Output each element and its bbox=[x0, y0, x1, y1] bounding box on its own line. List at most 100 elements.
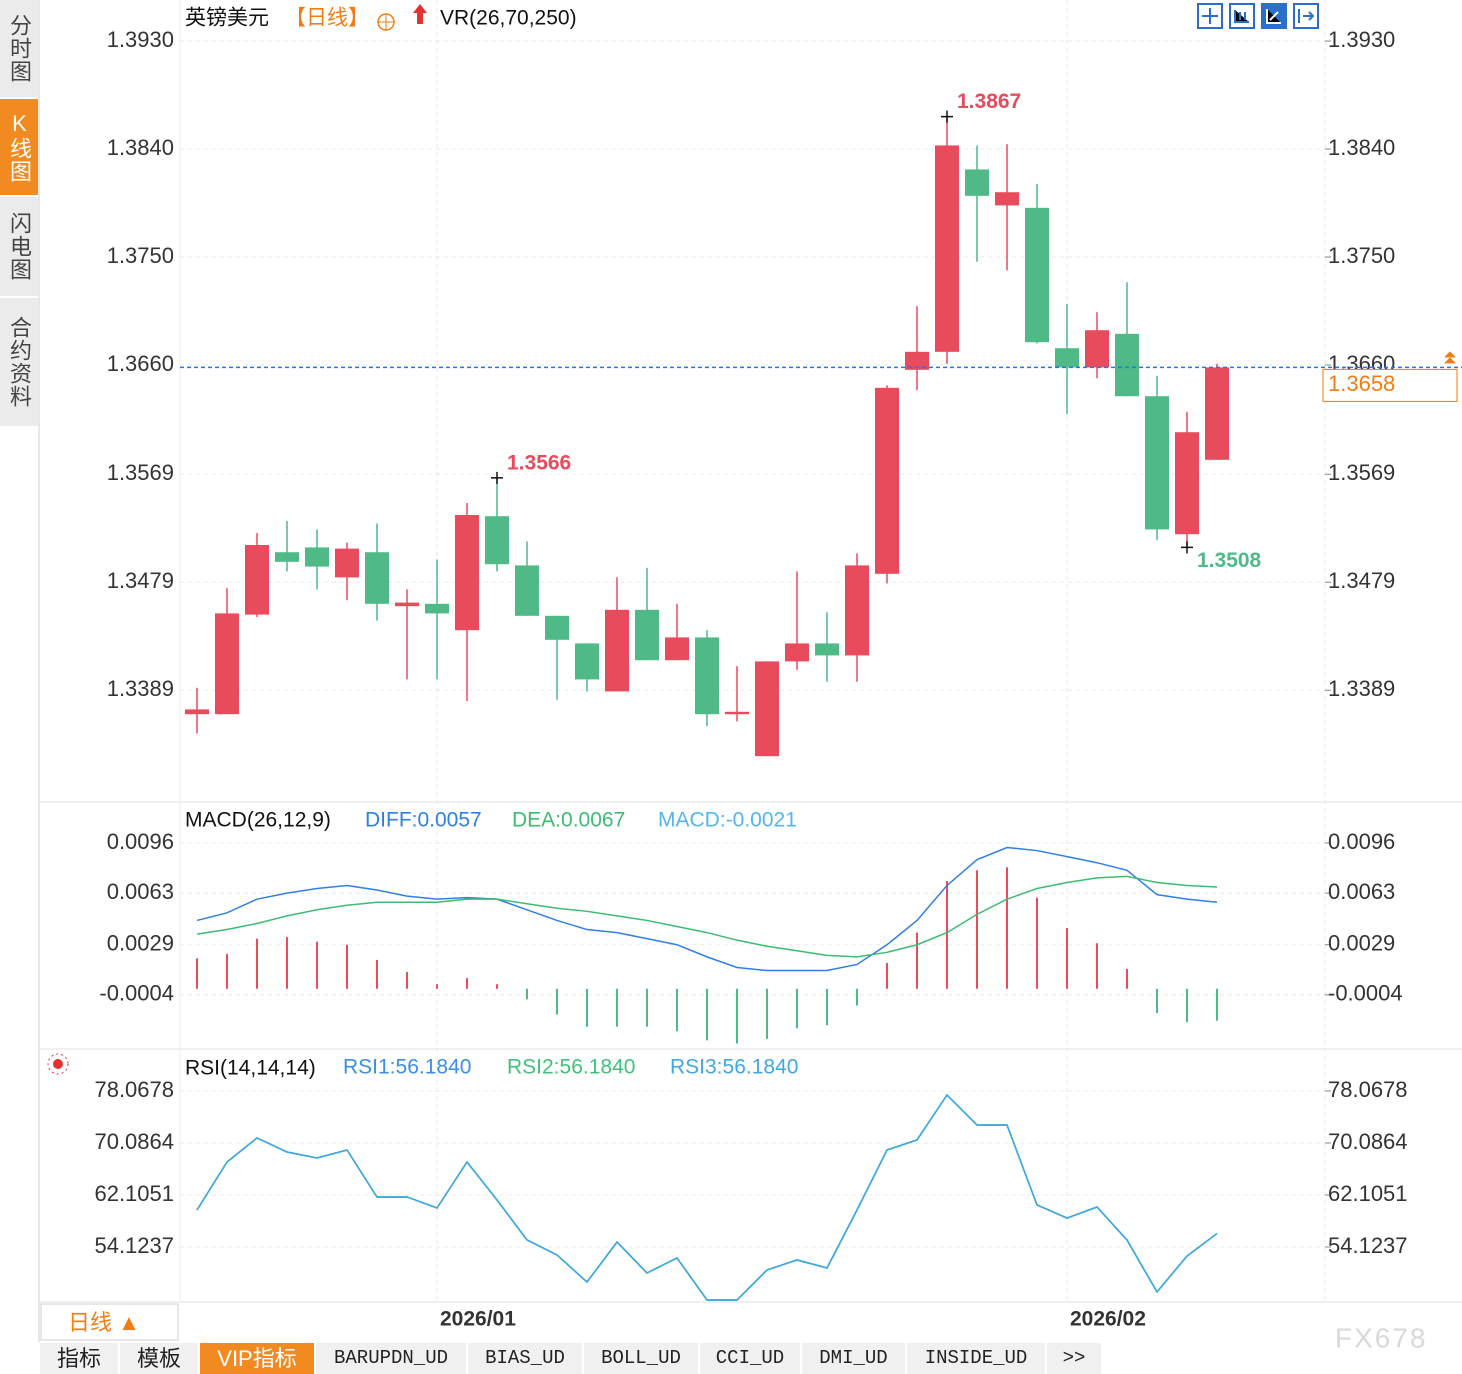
bottom-tab[interactable]: DMI_UD bbox=[802, 1343, 907, 1374]
indicator-label: VR(26,70,250) bbox=[440, 7, 577, 30]
legend-entry: MACD:-0.0021 bbox=[658, 809, 797, 832]
macd-bar bbox=[1006, 867, 1008, 989]
period-button[interactable]: 日线 ▲ bbox=[68, 1310, 140, 1335]
bottom-tab[interactable]: BIAS_UD bbox=[468, 1343, 584, 1374]
macd-bar bbox=[1036, 897, 1038, 989]
macd-bar bbox=[1096, 943, 1098, 989]
y-tick-label: 0.0096 bbox=[107, 829, 174, 854]
y-tick-label: 1.3930 bbox=[1328, 27, 1395, 52]
y-tick-label: 70.0864 bbox=[94, 1129, 174, 1154]
candle-body bbox=[425, 603, 449, 614]
macd-bar bbox=[766, 988, 768, 1039]
series-line bbox=[196, 1093, 1218, 1301]
sidebar-tab[interactable]: 分时图 bbox=[0, 0, 38, 99]
sidebar-tab[interactable]: 合约资料 bbox=[0, 298, 38, 428]
bottom-tab[interactable]: BARUPDN_UD bbox=[316, 1343, 468, 1374]
macd-bar bbox=[316, 941, 318, 989]
candle-body bbox=[815, 643, 839, 656]
candle-body bbox=[665, 637, 689, 661]
chart-title: 英镑美元 bbox=[185, 7, 269, 30]
last-price-arrow bbox=[1444, 351, 1456, 364]
candle-body bbox=[755, 661, 779, 757]
macd-bar bbox=[226, 953, 228, 989]
bottom-tab[interactable]: BOLL_UD bbox=[584, 1343, 700, 1374]
low-label: 1.3508 bbox=[1197, 549, 1262, 572]
macd-bar bbox=[256, 938, 258, 989]
marker bbox=[941, 110, 953, 123]
candle-body bbox=[1145, 396, 1169, 530]
y-tick-label: 1.3840 bbox=[107, 135, 174, 160]
candle-body bbox=[395, 602, 419, 607]
candle-body bbox=[1025, 207, 1049, 343]
y-tick-label: 0.0063 bbox=[1328, 879, 1395, 904]
indicator-arrow bbox=[413, 4, 427, 24]
legend-entry: DEA:0.0067 bbox=[512, 809, 625, 832]
bottom-tab[interactable]: CCI_UD bbox=[700, 1343, 802, 1374]
legend-entry: DIFF:0.0057 bbox=[365, 809, 482, 832]
y-tick-label: 70.0864 bbox=[1328, 1129, 1408, 1154]
sidebar-tab[interactable]: 闪电图 bbox=[0, 197, 38, 298]
y-tick-label: 0.0029 bbox=[1328, 931, 1395, 956]
toolbar[interactable] bbox=[1197, 3, 1319, 29]
macd-bar bbox=[736, 988, 738, 1044]
bottom-tab-label[interactable]: DMI_UD bbox=[819, 1347, 888, 1369]
macd-bar bbox=[436, 984, 438, 989]
bottom-tab-label[interactable]: INSIDE_UD bbox=[924, 1347, 1028, 1369]
y-tick-label: 54.1237 bbox=[1328, 1233, 1408, 1258]
bottom-tab-label[interactable]: 指标 bbox=[56, 1346, 101, 1371]
candle-body bbox=[725, 711, 749, 715]
last-price-box bbox=[1322, 368, 1458, 402]
legend-entry: RSI2:56.1840 bbox=[507, 1056, 635, 1079]
candle-body bbox=[635, 609, 659, 661]
macd-bar bbox=[496, 984, 498, 989]
sun-icon bbox=[47, 1053, 69, 1075]
period-button-box[interactable] bbox=[40, 1303, 179, 1341]
macd-bar bbox=[406, 972, 408, 989]
macd-bar bbox=[526, 988, 528, 1000]
bottom-tab-label[interactable]: BIAS_UD bbox=[485, 1347, 565, 1369]
series-line bbox=[196, 875, 1218, 958]
settings-icon[interactable] bbox=[377, 13, 395, 31]
series-line bbox=[196, 1093, 1218, 1301]
legend-entry: RSI3:56.1840 bbox=[670, 1056, 798, 1079]
bottom-tab-label[interactable]: BOLL_UD bbox=[601, 1347, 681, 1369]
sidebar-tab[interactable]: K线图 bbox=[0, 99, 38, 197]
macd-bar bbox=[1216, 988, 1218, 1021]
sidebar-tab-label[interactable]: 闪电图 bbox=[7, 212, 32, 281]
series-line bbox=[196, 1093, 1218, 1301]
y-tick-label: 1.3660 bbox=[107, 351, 174, 376]
candle-body bbox=[215, 613, 239, 715]
bottom-tab-label[interactable]: CCI_UD bbox=[715, 1347, 785, 1369]
high-label: 1.3566 bbox=[507, 451, 571, 474]
y-tick-label: 1.3479 bbox=[107, 568, 174, 593]
panel-title: MACD(26,12,9) bbox=[185, 809, 331, 832]
y-tick-label: 1.3479 bbox=[1328, 568, 1395, 593]
y-tick-label: 1.3389 bbox=[1328, 676, 1395, 701]
y-tick-label: 62.1051 bbox=[94, 1181, 174, 1206]
bottom-tab[interactable]: 模板 bbox=[120, 1343, 200, 1374]
bottom-tab-label[interactable]: BARUPDN_UD bbox=[333, 1347, 449, 1369]
y-tick-label: 0.0029 bbox=[107, 931, 174, 956]
macd-bar bbox=[796, 988, 798, 1029]
candle-body bbox=[365, 552, 389, 604]
sidebar-tab-label[interactable]: K线图 bbox=[7, 111, 32, 183]
sidebar-tab-label[interactable]: 合约资料 bbox=[7, 316, 32, 408]
macd-bar bbox=[976, 870, 978, 989]
bottom-tab[interactable]: 指标 bbox=[40, 1343, 120, 1374]
bottom-tab[interactable]: >> bbox=[1047, 1343, 1103, 1374]
macd-bar bbox=[1186, 988, 1188, 1023]
candle-body bbox=[905, 351, 929, 370]
sidebar-tab-label[interactable]: 分时图 bbox=[7, 14, 32, 83]
bottom-tab[interactable]: INSIDE_UD bbox=[907, 1343, 1047, 1374]
bottom-tab-label[interactable]: >> bbox=[1062, 1347, 1086, 1369]
bottom-tab-label[interactable]: VIP指标 bbox=[217, 1346, 297, 1371]
last-price-label: 1.3658 bbox=[1328, 371, 1395, 396]
candle-body bbox=[785, 643, 809, 662]
macd-bar bbox=[376, 959, 378, 989]
marker bbox=[491, 471, 503, 484]
bottom-tab[interactable]: VIP指标 bbox=[200, 1343, 316, 1374]
bottom-tab-label[interactable]: 模板 bbox=[136, 1346, 181, 1371]
candle-body bbox=[515, 565, 539, 616]
macd-bar bbox=[1126, 969, 1128, 989]
